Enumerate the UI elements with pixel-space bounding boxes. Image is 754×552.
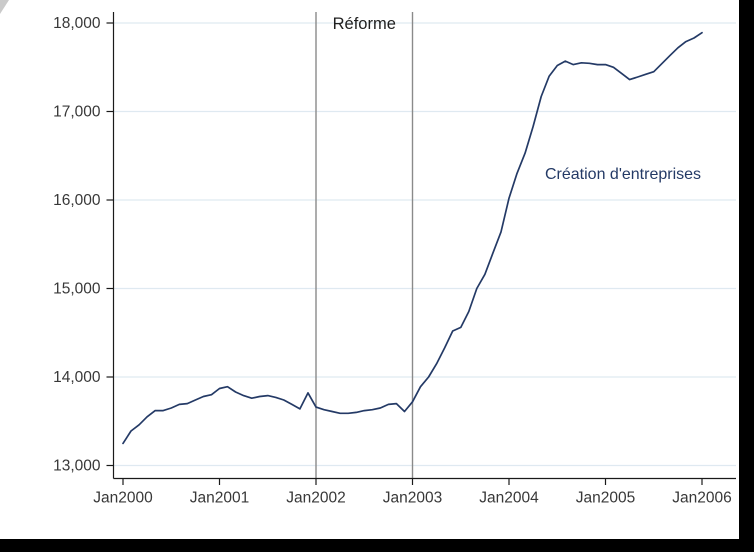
series-layer — [122, 31, 703, 445]
corner-artifact — [0, 0, 9, 14]
y-tick-label-1: 14,000 — [53, 369, 101, 386]
y-tick-label-3: 16,000 — [53, 192, 101, 209]
y-tick-label-4: 17,000 — [53, 104, 101, 121]
x-tick-label-2: Jan2002 — [286, 490, 345, 507]
y-tick-label-5: 18,000 — [53, 15, 101, 32]
x-tick-label-0: Jan2000 — [93, 490, 153, 507]
grid-layer — [114, 22, 736, 467]
reform-annotation: Réforme — [333, 15, 396, 33]
x-tick-label-5: Jan2005 — [576, 490, 635, 507]
reference-lines-layer — [315, 12, 414, 478]
axes-layer: 13,000 14,000 15,000 16,000 17,000 18,000 Jan2… — [53, 12, 736, 507]
series-line-creation-entreprises — [122, 31, 703, 445]
screenshot-bottom-black-bar — [0, 539, 754, 552]
series-label-annotation: Création d'entreprises — [545, 166, 701, 183]
y-tick-label-0: 13,000 — [53, 458, 101, 475]
x-tick-label-4: Jan2004 — [479, 490, 539, 507]
x-tick-label-6: Jan2006 — [672, 490, 731, 507]
annotations-layer: Réforme Création d'entreprises — [333, 15, 701, 183]
x-tick-label-3: Jan2003 — [383, 490, 442, 507]
x-tick-label-1: Jan2001 — [190, 490, 249, 507]
y-tick-label-2: 15,000 — [53, 281, 101, 298]
screenshot-right-black-bar — [739, 0, 754, 552]
